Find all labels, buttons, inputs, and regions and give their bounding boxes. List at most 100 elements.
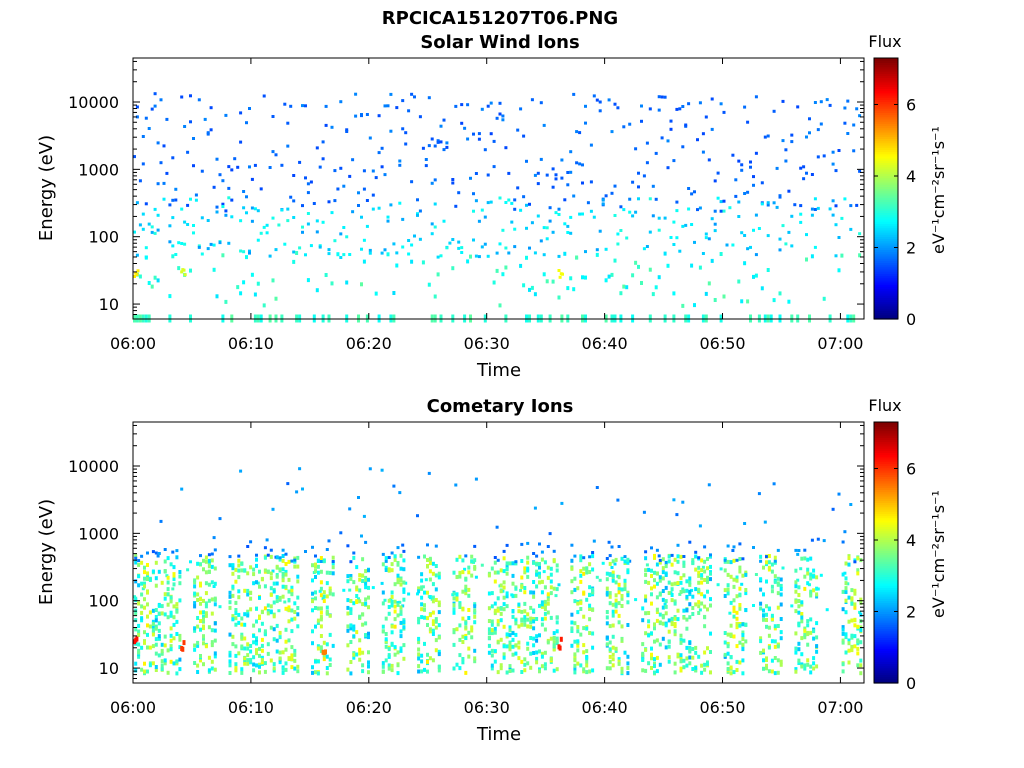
heatmap-cell	[199, 597, 202, 601]
heatmap-cell	[555, 667, 559, 672]
heatmap-cell	[752, 274, 755, 279]
heatmap-cell	[246, 646, 250, 651]
heatmap-cell	[169, 610, 173, 615]
heatmap-cell	[275, 649, 279, 654]
heatmap-cell	[536, 171, 540, 175]
colorbar-segment	[874, 138, 898, 142]
heatmap-cell	[701, 252, 705, 255]
heatmap-cell	[616, 498, 620, 502]
colorbar-segment	[874, 299, 898, 303]
heatmap-cell	[523, 590, 527, 595]
heatmap-cell	[296, 612, 300, 617]
heatmap-cell	[286, 219, 290, 223]
heatmap-cell	[399, 646, 403, 651]
heatmap-cell	[614, 580, 618, 585]
heatmap-cell	[143, 584, 146, 589]
heatmap-cell	[178, 645, 182, 650]
heatmap-cell	[157, 634, 161, 639]
heatmap-cell	[437, 652, 441, 657]
heatmap-cell	[393, 604, 397, 609]
heatmap-cell	[306, 182, 310, 186]
heatmap-cell	[399, 648, 403, 653]
heatmap-cell	[204, 570, 208, 575]
heatmap-cell	[703, 614, 707, 619]
heatmap-cell	[458, 653, 462, 658]
heatmap-cell	[452, 610, 456, 615]
heatmap-cell	[292, 250, 296, 254]
heatmap-cell	[613, 562, 617, 566]
heatmap-cell	[576, 639, 580, 644]
heatmap-cell	[620, 669, 624, 674]
heatmap-cell	[790, 214, 794, 218]
colorbar-segment	[874, 253, 898, 257]
colorbar-segment	[874, 485, 898, 488]
heatmap-cell	[281, 578, 285, 583]
heatmap-cell	[228, 653, 232, 658]
heatmap-cell	[773, 639, 777, 644]
heatmap-cell	[846, 132, 850, 135]
heatmap-cell	[324, 649, 327, 655]
heatmap-cell	[703, 569, 707, 574]
heatmap-cell	[679, 633, 683, 638]
colorbar-segment	[874, 591, 898, 595]
heatmap-cell	[384, 559, 388, 563]
heatmap-cell	[464, 554, 468, 558]
heatmap-cell	[576, 643, 580, 648]
heatmap-cell	[701, 565, 705, 569]
heatmap-cell	[800, 556, 804, 561]
heatmap-cell	[540, 664, 544, 669]
heatmap-cell	[805, 257, 808, 262]
heatmap-cell	[773, 671, 777, 676]
heatmap-cell	[697, 565, 701, 570]
heatmap-cell	[844, 581, 848, 586]
heatmap-cell	[348, 507, 352, 511]
heatmap-cell	[770, 584, 774, 589]
heatmap-cell	[841, 572, 845, 577]
heatmap-cell	[137, 654, 141, 659]
y-tick-label: 100	[88, 592, 119, 611]
heatmap-cell	[346, 579, 350, 584]
heatmap-cell	[767, 645, 771, 650]
heatmap-cell	[180, 207, 184, 211]
heatmap-cell	[227, 186, 231, 190]
heatmap-cell	[558, 275, 562, 279]
heatmap-cell	[623, 578, 627, 583]
heatmap-cell	[670, 622, 674, 627]
heatmap-cell	[729, 623, 733, 628]
heatmap-cell	[210, 611, 214, 616]
colorbar-segment	[874, 439, 898, 443]
heatmap-cell	[640, 104, 643, 108]
heatmap-cell	[856, 556, 860, 561]
heatmap-cell	[237, 558, 241, 563]
heatmap-cell	[737, 215, 741, 218]
heatmap-cell	[461, 570, 465, 575]
heatmap-cell	[575, 130, 579, 134]
heatmap-cell	[377, 151, 381, 155]
heatmap-cell	[281, 575, 285, 580]
heatmap-cell	[850, 633, 854, 638]
heatmap-cell	[290, 645, 294, 650]
heatmap-cell	[545, 237, 549, 241]
heatmap-cell	[143, 581, 146, 586]
heatmap-cell	[555, 629, 559, 634]
heatmap-cell	[653, 584, 656, 589]
heatmap-cell	[797, 641, 801, 646]
heatmap-cell	[617, 613, 621, 618]
heatmap-cell	[293, 658, 297, 663]
heatmap-cell	[156, 141, 160, 145]
heatmap-cell	[530, 98, 534, 102]
colorbar-segment	[874, 567, 898, 571]
colorbar-segment	[874, 545, 898, 549]
heatmap-cell	[292, 174, 296, 177]
heatmap-cell	[743, 522, 747, 525]
heatmap-cell	[133, 275, 136, 278]
heatmap-cell	[354, 114, 358, 118]
heatmap-cell	[301, 204, 304, 208]
heatmap-cell	[228, 671, 232, 675]
heatmap-cell	[505, 594, 509, 599]
heatmap-cell	[822, 296, 826, 301]
heatmap-cell	[858, 253, 862, 258]
heatmap-cell	[800, 602, 804, 607]
heatmap-cell	[647, 567, 651, 572]
heatmap-cell	[732, 634, 736, 639]
